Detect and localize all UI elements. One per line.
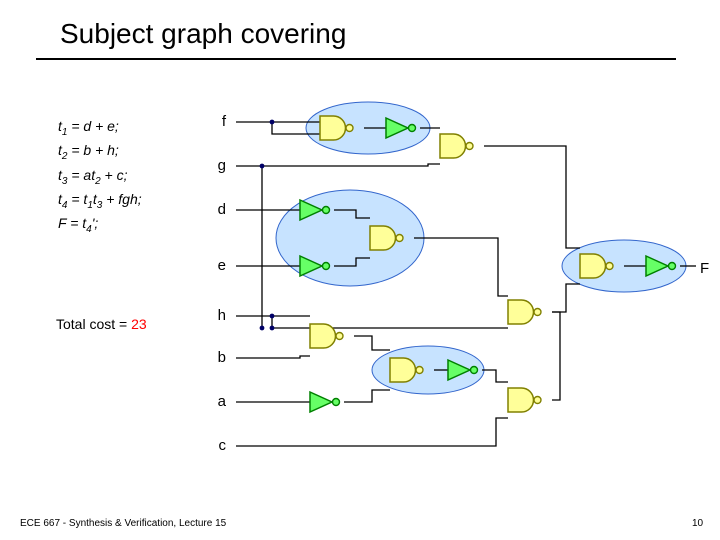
signal-label-d: d [210, 201, 226, 218]
signal-label-e: e [210, 257, 226, 274]
gate-nand6 [508, 388, 541, 412]
gate-nand2 [440, 134, 473, 158]
signal-label-b: b [210, 349, 226, 366]
signal-label-h: h [210, 307, 226, 324]
signal-label-a: a [210, 393, 226, 410]
signal-label-c: c [210, 437, 226, 454]
circuit-diagram [0, 0, 720, 540]
gate-inv4 [310, 392, 340, 412]
gate-nand7 [508, 300, 541, 324]
signal-label-f: f [210, 113, 226, 130]
signal-label-g: g [210, 157, 226, 174]
